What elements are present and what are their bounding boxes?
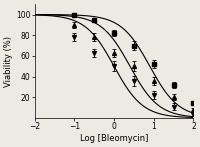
Y-axis label: Viability (%): Viability (%) xyxy=(4,36,13,87)
X-axis label: Log [Bleomycin]: Log [Bleomycin] xyxy=(80,134,148,143)
